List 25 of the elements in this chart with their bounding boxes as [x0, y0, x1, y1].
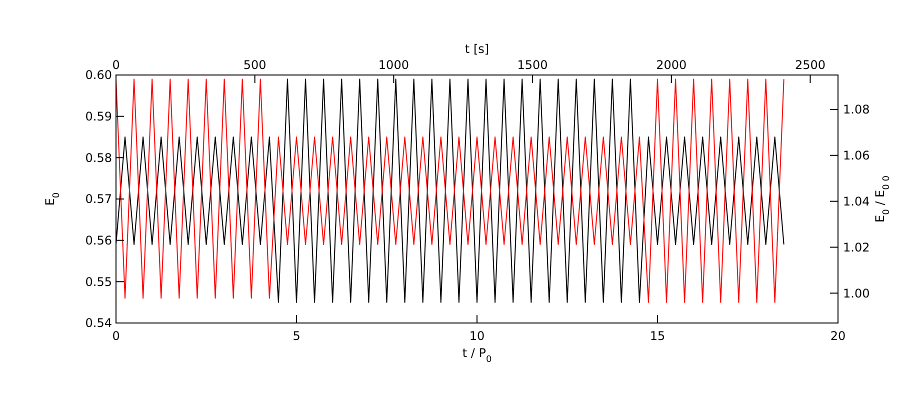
x2-tick-label: 500: [243, 58, 266, 72]
y2-tick-label: 1.08: [843, 102, 870, 117]
y-tick-label: 0.59: [85, 110, 112, 124]
x-tick-label: 0: [112, 329, 120, 343]
x2-tick-label: 2500: [794, 58, 826, 72]
x-tick-label: 15: [650, 329, 666, 343]
x2-tick-label: 2000: [656, 58, 687, 72]
x2-tick-label: 1000: [378, 58, 409, 72]
y2-tick-label: 1.06: [843, 148, 870, 163]
x-tick-label: 10: [469, 329, 485, 343]
y-tick-label: 0.60: [85, 68, 112, 82]
y2-tick-label: 1.00: [843, 286, 870, 300]
y-tick-label: 0.58: [85, 150, 112, 165]
y-tick-label: 0.57: [85, 192, 112, 206]
x-tick-label: 20: [830, 329, 846, 343]
y-tick-label: 0.56: [85, 234, 112, 248]
y2-tick-label: 1.02: [843, 240, 870, 254]
x-tick-label: 5: [292, 329, 300, 343]
y-tick-label: 0.55: [85, 274, 112, 289]
y-tick-label: 0.54: [85, 316, 112, 330]
y2-tick-label: 1.04: [843, 194, 870, 208]
x2-axis-title: t [s]: [464, 42, 490, 56]
x-axis-title: t / P$_{0}$: [462, 346, 492, 365]
x2-tick-label: 1500: [517, 58, 548, 72]
x2-tick-label: 0: [112, 58, 120, 72]
